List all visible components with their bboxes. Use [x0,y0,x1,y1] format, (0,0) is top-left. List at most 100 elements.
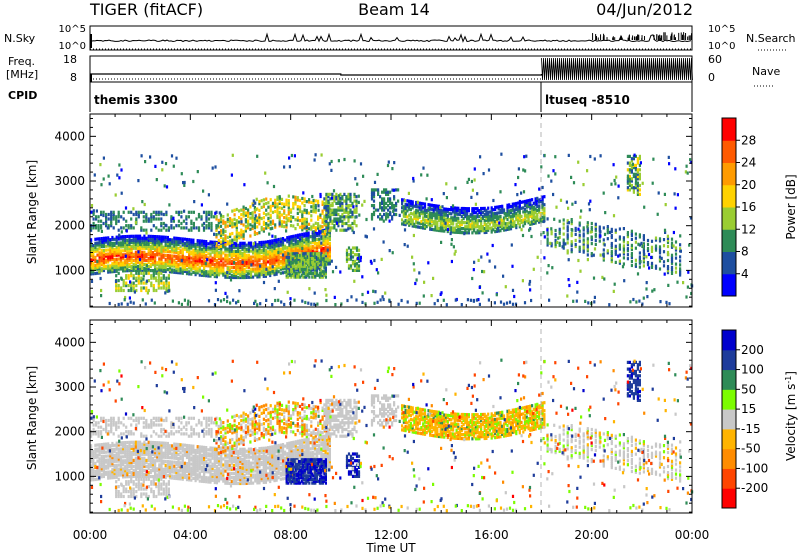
power-cell [242,232,245,236]
power-cell [156,267,159,271]
power-cell [94,255,97,259]
nave-trace [541,57,693,81]
power-cell [425,208,428,213]
power-cell [258,273,261,277]
power-cell [434,228,437,232]
power-cell [642,238,645,242]
power-cell [254,247,257,251]
power-cell [422,294,425,298]
power-cell [283,202,286,206]
power-cell [157,228,160,232]
power-cell [127,284,130,288]
power-cell [192,270,195,274]
power-cell [291,255,294,259]
power-cell [285,203,288,207]
power-cell [247,263,250,267]
power-cell [136,256,140,260]
power-cell [271,210,275,214]
power-cell [215,253,218,257]
power-cell [100,253,103,257]
power-cell [90,210,93,214]
power-cell [132,234,135,238]
power-cell [321,271,324,276]
power-cell [152,224,155,228]
power-cell [207,258,210,262]
power-cell [529,198,532,202]
power-cell [330,168,333,172]
power-cell [471,207,474,211]
power-cell [122,279,125,283]
power-cell [328,256,331,260]
power-cell [130,260,133,265]
power-cell [220,263,223,267]
power-cell [230,251,233,255]
power-cell [462,206,465,211]
power-cell [122,267,125,271]
power-cell [291,257,294,261]
power-cell [406,199,409,203]
power-cell [422,222,425,226]
power-cell [107,256,110,260]
power-cell [288,268,291,272]
power-cell [314,226,317,230]
power-cell [164,257,167,261]
power-cell [453,210,456,214]
power-cell [618,235,621,239]
power-cell [137,279,140,283]
power-cell [151,234,154,239]
power-cell [140,226,143,230]
power-cell [207,264,210,268]
power-cell [289,210,293,214]
power-cell [323,206,326,210]
power-cell [324,257,327,261]
power-cell [290,243,293,247]
power-cell [266,181,269,185]
power-cell [638,154,641,158]
power-cell [265,213,268,217]
power-cell [574,228,577,232]
power-cell [117,235,120,239]
power-cell [298,218,302,223]
power-cell [239,267,242,272]
power-cell [447,218,450,222]
power-cell [275,266,278,270]
power-cell [233,217,236,221]
power-cell [401,218,404,222]
power-cell [646,263,650,267]
power-cell [474,219,477,223]
power-cell [288,241,291,245]
power-cell [347,217,350,221]
power-cell [339,215,342,219]
power-cell [252,245,255,249]
power-cell [173,254,176,258]
power-cell [686,285,689,289]
power-cell [325,228,328,232]
power-cell [235,239,238,243]
power-cell [95,217,98,221]
power-cell [518,219,521,223]
power-cell [541,197,544,201]
power-cell [646,261,650,265]
power-cell [452,230,455,234]
power-cell [534,221,537,225]
power-cell [97,228,100,232]
power-cell [293,275,296,279]
power-cell [531,198,534,202]
power-cell [326,230,329,234]
power-cell [444,209,448,213]
power-cell [541,211,544,215]
power-cell [130,250,133,254]
power-cell [130,264,133,269]
power-cell [317,255,320,259]
power-cell [173,264,176,268]
power-cell [320,231,323,235]
power-cell [402,212,405,216]
power-cell [181,249,184,253]
power-cell [226,295,229,299]
power-cell [349,195,352,199]
power-cell [200,269,204,273]
power-cell [188,264,191,268]
power-cell [534,207,537,211]
power-cell [277,243,280,247]
power-cell [160,267,163,271]
